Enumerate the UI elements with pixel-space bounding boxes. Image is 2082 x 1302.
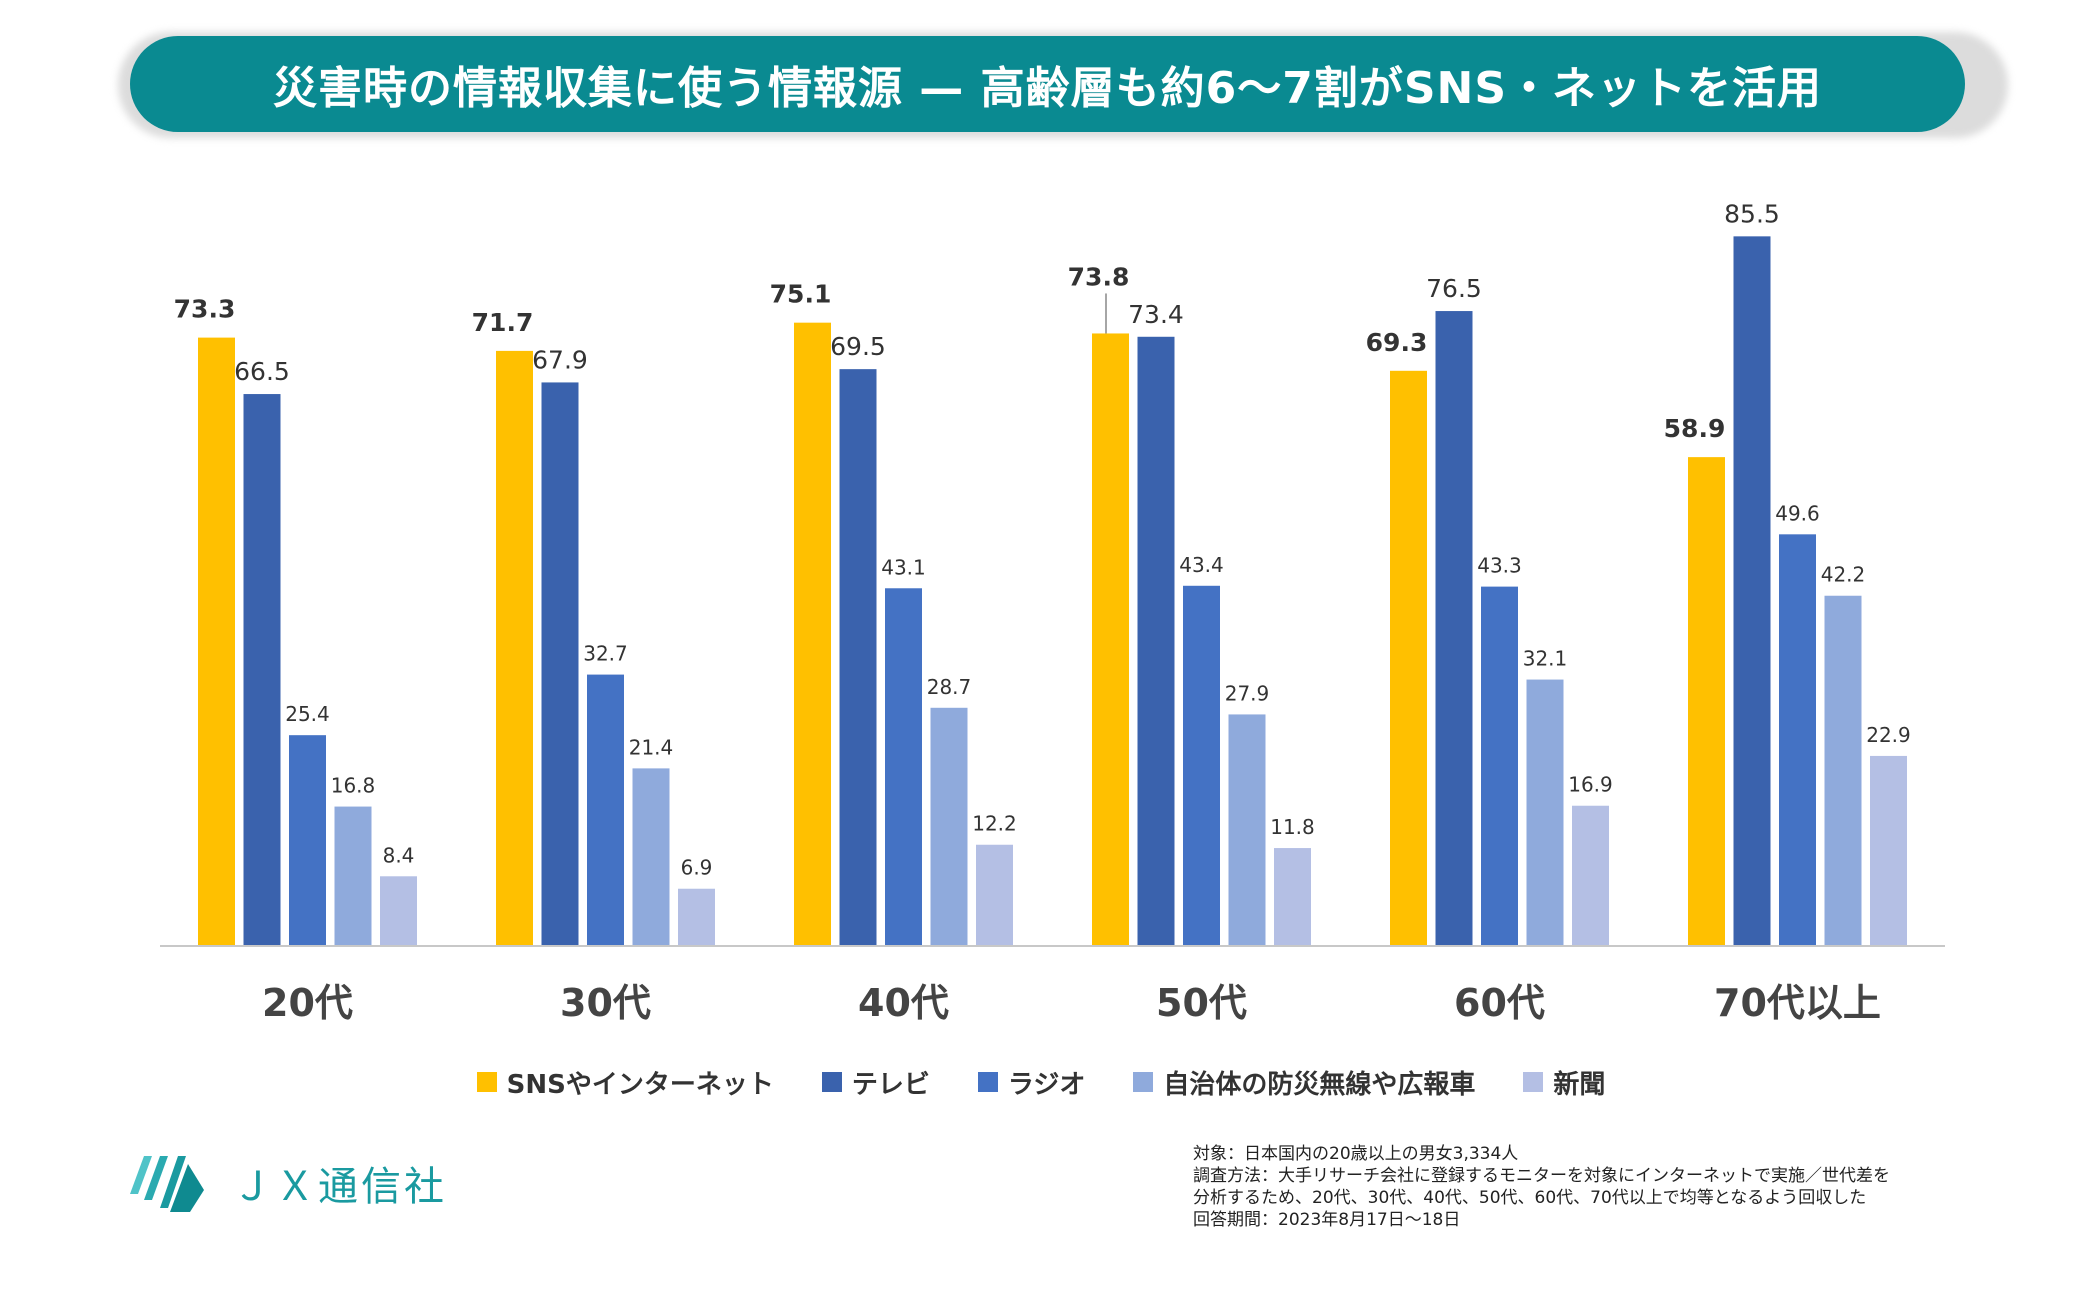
- category-label-4: 60代: [1454, 981, 1545, 1025]
- title-banner: 災害時の情報収集に使う情報源 — 高齢層も約6〜7割がSNS・ネットを活用: [130, 36, 1965, 132]
- value-labels-group: 73.3 66.5 25.4 16.8 8.4 71.7 67.9 32.7 21.4 6.9 75…: [174, 199, 1911, 879]
- legend-item-radio: ラジオ: [977, 1064, 1086, 1101]
- bar-tv-5: [1733, 236, 1771, 947]
- legend-label-newspaper: 新聞: [1553, 1069, 1606, 1100]
- bar-sns-4: [1390, 370, 1427, 946]
- note-line: 分析するため、20代、30代、40代、50代、60代、70代以上で均等となるよう…: [1193, 1188, 1867, 1208]
- note-line: 対象：日本国内の20歳以上の男女3,334人: [1193, 1144, 1519, 1164]
- category-labels-group: 20代 30代 40代 50代 60代 70代以上: [262, 981, 1881, 1025]
- legend-item-newspaper: 新聞: [1523, 1064, 1605, 1101]
- bar-newspaper-4: [1572, 805, 1609, 946]
- category-label-1: 30代: [560, 981, 651, 1025]
- value-label-radio-1: 32.7: [583, 642, 628, 666]
- bar-tv-0: [243, 394, 281, 946]
- value-label-newspaper-1: 6.9: [681, 856, 713, 880]
- chart-title: 災害時の情報収集に使う情報源 — 高齢層も約6〜7割がSNS・ネットを活用: [272, 63, 1823, 114]
- bar-radio-3: [1183, 585, 1220, 946]
- legend-item-tv: テレビ: [821, 1064, 930, 1101]
- value-label-bousai-5: 42.2: [1821, 563, 1866, 587]
- bar-tv-1: [541, 382, 579, 946]
- legend-item-sns: SNSやインターネット: [476, 1064, 774, 1101]
- bar-bousai-3: [1228, 714, 1266, 946]
- bar-sns-2: [794, 322, 831, 946]
- value-label-newspaper-0: 8.4: [383, 843, 415, 867]
- category-label-5: 70代以上: [1714, 981, 1881, 1025]
- value-label-tv-2: 69.5: [830, 332, 886, 361]
- value-label-bousai-3: 27.9: [1225, 681, 1270, 705]
- bars-group: [198, 236, 1907, 947]
- value-label-sns-3: 73.8: [1068, 262, 1130, 291]
- bar-tv-3: [1137, 336, 1175, 946]
- bar-newspaper-0: [380, 876, 417, 946]
- value-label-sns-2: 75.1: [770, 280, 832, 309]
- value-label-tv-4: 76.5: [1426, 274, 1482, 303]
- bar-tv-2: [839, 369, 877, 946]
- bar-chart: 73.3 66.5 25.4 16.8 8.4 71.7 67.9 32.7 21.4 6.9 75…: [160, 199, 1945, 1025]
- legend-label-radio: ラジオ: [1007, 1069, 1086, 1100]
- note-line: 調査方法：大手リサーチ会社に登録するモニターを対象にインターネットで実施／世代差…: [1193, 1166, 1890, 1186]
- value-label-sns-4: 69.3: [1366, 328, 1428, 357]
- bar-sns-1: [496, 350, 533, 946]
- bar-radio-4: [1481, 586, 1518, 946]
- legend-swatch-sns: [476, 1072, 497, 1092]
- bar-bousai-5: [1824, 595, 1862, 946]
- value-label-sns-1: 71.7: [472, 308, 534, 337]
- value-label-tv-5: 85.5: [1724, 199, 1780, 228]
- legend-swatch-tv: [821, 1072, 842, 1092]
- value-label-tv-1: 67.9: [532, 345, 588, 374]
- company-logo: ＪＸ通信社: [126, 1150, 447, 1216]
- bar-newspaper-5: [1870, 755, 1907, 946]
- legend-swatch-radio: [977, 1072, 998, 1092]
- jx-logo-icon: [130, 1156, 204, 1212]
- bar-newspaper-3: [1274, 848, 1311, 946]
- value-label-tv-3: 73.4: [1128, 300, 1184, 329]
- bar-sns-3: [1092, 333, 1129, 947]
- value-label-newspaper-3: 11.8: [1270, 815, 1315, 839]
- value-label-newspaper-2: 12.2: [972, 812, 1017, 836]
- value-label-radio-5: 49.6: [1775, 501, 1820, 525]
- value-label-sns-5: 58.9: [1664, 414, 1726, 443]
- bar-radio-0: [289, 735, 326, 946]
- legend-label-tv: テレビ: [851, 1069, 930, 1100]
- category-label-0: 20代: [262, 981, 353, 1025]
- survey-notes: 対象：日本国内の20歳以上の男女3,334人 調査方法：大手リサーチ会社に登録す…: [1193, 1143, 2033, 1231]
- category-label-2: 40代: [858, 981, 949, 1025]
- note-line: 回答期間：2023年8月17日〜18日: [1193, 1210, 1461, 1230]
- value-label-bousai-2: 28.7: [927, 675, 972, 699]
- legend-swatch-newspaper: [1523, 1072, 1544, 1092]
- bar-tv-4: [1435, 311, 1473, 946]
- value-label-bousai-4: 32.1: [1523, 647, 1568, 671]
- bar-bousai-4: [1526, 679, 1564, 946]
- bar-sns-0: [198, 337, 235, 946]
- value-label-radio-0: 25.4: [285, 702, 330, 726]
- bar-sns-5: [1688, 457, 1725, 946]
- value-label-radio-3: 43.4: [1179, 553, 1224, 577]
- category-label-3: 50代: [1156, 981, 1247, 1025]
- value-label-bousai-0: 16.8: [331, 774, 376, 798]
- legend-item-bousai: 自治体の防災無線や広報車: [1133, 1064, 1475, 1101]
- value-label-newspaper-5: 22.9: [1866, 723, 1911, 747]
- value-label-tv-0: 66.5: [234, 357, 290, 386]
- bar-radio-5: [1779, 534, 1816, 946]
- legend: SNSやインターネット テレビ ラジオ 自治体の防災無線や広報車 新聞: [0, 1062, 2082, 1102]
- bar-bousai-0: [334, 806, 372, 946]
- bar-newspaper-2: [976, 844, 1013, 946]
- value-label-radio-2: 43.1: [881, 555, 926, 579]
- legend-label-bousai: 自治体の防災無線や広報車: [1163, 1069, 1476, 1100]
- bar-bousai-2: [930, 707, 968, 946]
- legend-label-sns: SNSやインターネット: [506, 1069, 774, 1100]
- bar-bousai-1: [632, 768, 670, 946]
- value-label-newspaper-4: 16.9: [1568, 773, 1613, 797]
- legend-swatch-bousai: [1133, 1072, 1154, 1092]
- value-label-bousai-1: 21.4: [629, 735, 674, 759]
- value-label-radio-4: 43.3: [1477, 554, 1522, 578]
- value-label-sns-0: 73.3: [174, 295, 236, 324]
- bar-radio-1: [587, 674, 624, 946]
- bar-newspaper-1: [678, 888, 715, 946]
- bar-radio-2: [885, 588, 922, 946]
- company-name: ＪＸ通信社: [232, 1164, 447, 1210]
